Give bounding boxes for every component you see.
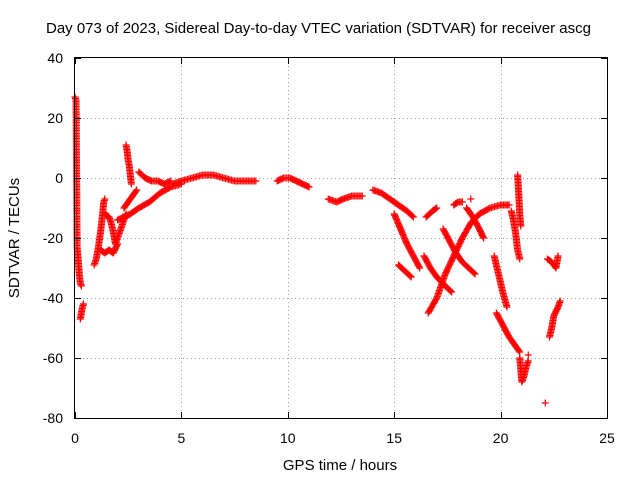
- data-point: [127, 180, 135, 188]
- y-tick-label: -20: [43, 230, 63, 246]
- chart-title: Day 073 of 2023, Sidereal Day-to-day VTE…: [46, 20, 591, 37]
- data-point: [415, 263, 423, 271]
- axis-ticks: 0 5 10 15 20 25 -80 -60 -40 -20 0 20 40: [43, 50, 615, 446]
- x-tick-label: 0: [71, 430, 79, 446]
- data-point: [433, 204, 441, 212]
- x-tick-label: 25: [599, 430, 615, 446]
- data-point: [524, 351, 532, 359]
- x-tick-label: 15: [386, 430, 402, 446]
- y-tick-label: -60: [43, 350, 63, 366]
- data-point: [132, 187, 140, 195]
- data-point: [554, 252, 562, 260]
- data-point: [80, 300, 88, 308]
- y-tick-label: -40: [43, 290, 63, 306]
- data-point: [503, 303, 511, 311]
- data-point: [467, 195, 475, 203]
- data-point: [458, 198, 466, 206]
- y-tick-label: -80: [43, 410, 63, 426]
- x-tick-label: 5: [178, 430, 186, 446]
- data-point: [516, 348, 524, 356]
- x-tick-label: 10: [280, 430, 296, 446]
- data-point: [432, 205, 440, 213]
- data-point: [517, 222, 525, 230]
- data-point: [447, 287, 455, 295]
- data-points: [71, 93, 564, 407]
- data-point: [516, 255, 524, 263]
- y-axis-label: SDTVAR / TECUs: [6, 178, 23, 298]
- grid-layer: [75, 58, 607, 418]
- data-point: [556, 297, 564, 305]
- data-point: [524, 357, 532, 365]
- plot-frame: [74, 57, 608, 419]
- data-point: [471, 270, 479, 278]
- data-point: [252, 177, 260, 185]
- data-point: [408, 212, 416, 220]
- data-point: [448, 288, 456, 296]
- data-point: [479, 233, 487, 241]
- data-point: [101, 195, 109, 203]
- data-point: [480, 234, 488, 242]
- y-tick-label: 40: [47, 50, 63, 66]
- data-point: [416, 264, 424, 272]
- data-point: [407, 273, 415, 281]
- data-point: [505, 201, 513, 209]
- data-point: [77, 282, 85, 290]
- y-tick-label: 0: [55, 170, 63, 186]
- data-point: [305, 183, 313, 191]
- x-axis-label: GPS time / hours: [283, 457, 397, 474]
- data-point: [541, 399, 549, 407]
- data-point: [406, 272, 414, 280]
- data-point: [358, 192, 366, 200]
- y-tick-label: 20: [47, 110, 63, 126]
- data-point: [133, 186, 141, 194]
- data-point: [409, 213, 417, 221]
- x-tick-label: 20: [493, 430, 509, 446]
- data-point: [515, 347, 523, 355]
- data-point: [470, 269, 478, 277]
